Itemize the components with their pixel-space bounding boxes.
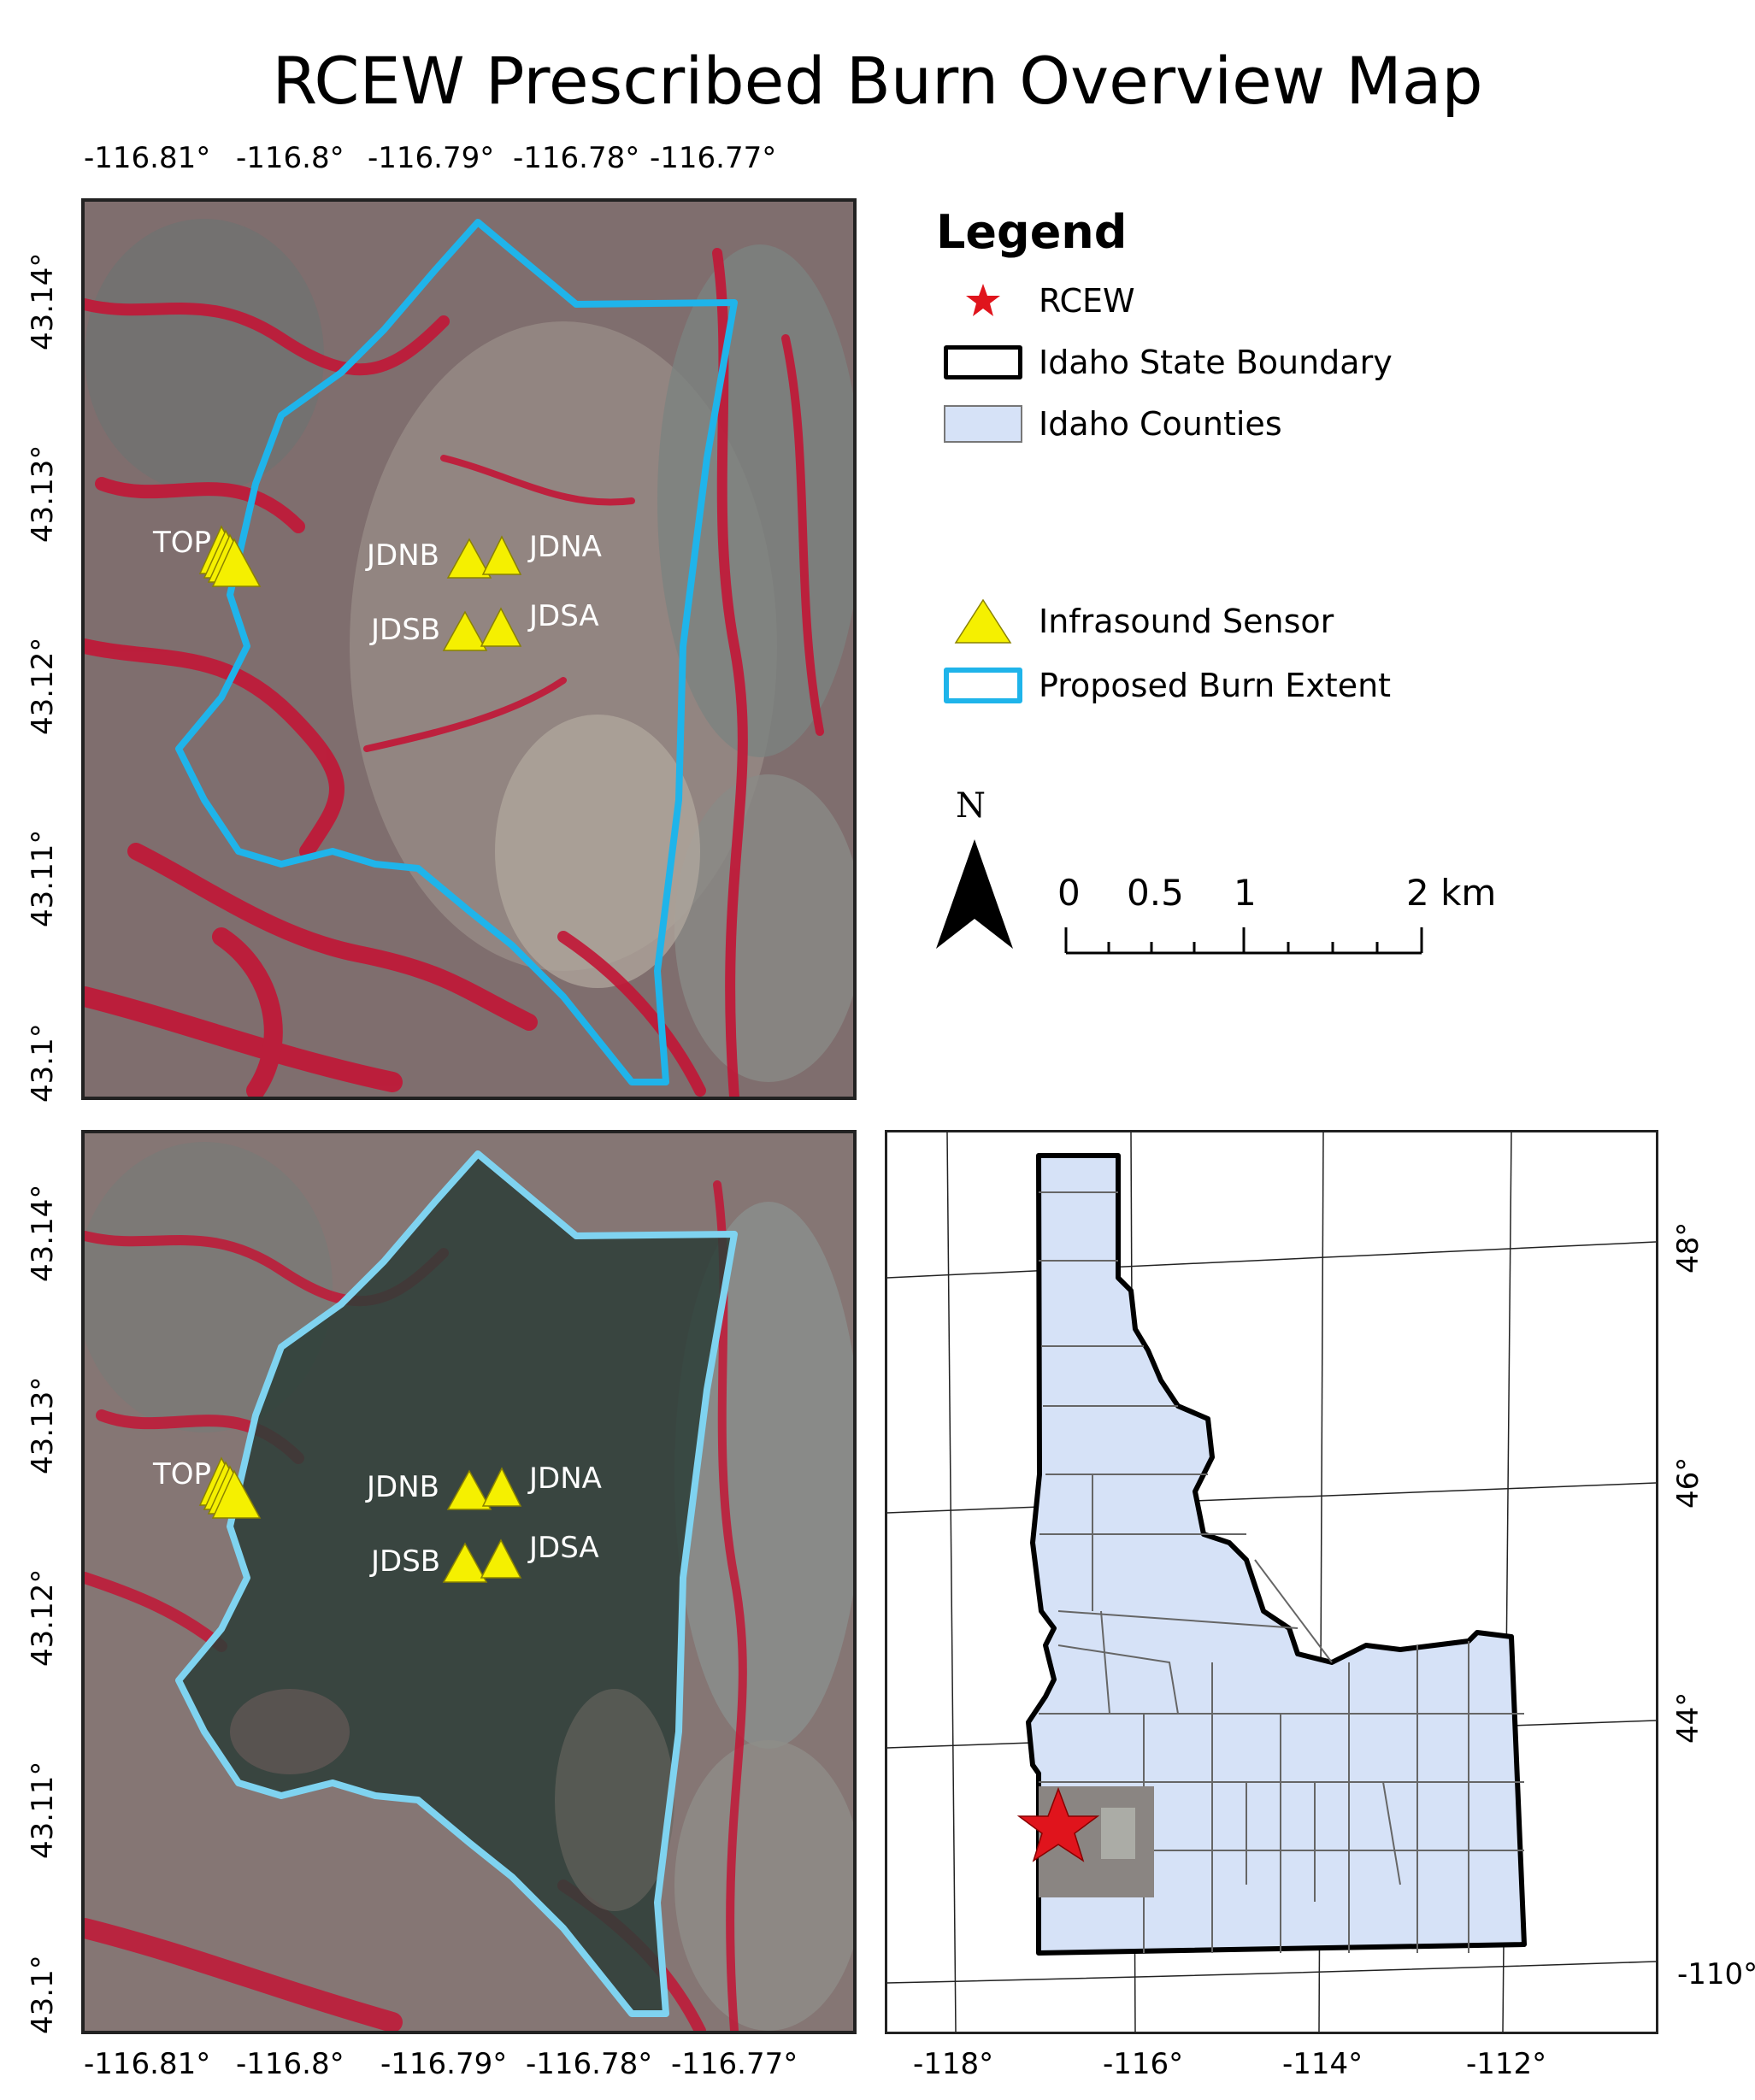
sensor-label-jdnb: JDNB [365,1470,439,1504]
red-star-icon [936,282,1030,320]
sensor-triangle [442,610,488,651]
legend-label: Idaho State Boundary [1039,344,1393,381]
yellow-triangle-icon [936,597,1030,645]
inset-y-tick-label: 44° [1671,1691,1705,1744]
bottom-map-panel[interactable]: TOP JDNB JDNA JDSB JDSA [81,1130,857,2034]
bottom-map-imagery: TOP JDNB JDNA JDSB JDSA [85,1133,853,2031]
sensor-label-jdsb: JDSB [369,1544,440,1579]
sensor-label-jdnb: JDNB [365,538,439,573]
map-title: RCEW Prescribed Burn Overview Map [272,43,1483,119]
idaho-state-boundary [1026,1153,1527,1956]
legend-title: Legend [936,205,1128,259]
sensor-label-jdsa: JDSA [527,599,599,633]
idaho-inset-drawing [887,1132,1656,2032]
bottom-x-tick-label: -116.78° [526,2047,653,2081]
sensor-triangle [480,607,522,647]
idaho-inset-map[interactable] [885,1130,1658,2034]
inset-x-tick-label: -114° [1282,2047,1363,2081]
top-y-tick-label: 43.12° [26,637,60,735]
sensor-label-top: TOP [152,1457,211,1491]
scale-label: 0 [1057,872,1081,914]
legend-label: Idaho Counties [1039,405,1282,443]
sensor-label-jdna: JDNA [527,1462,602,1496]
legend-label: RCEW [1039,282,1135,320]
legend-item-infrasound-sensor: Infrasound Sensor [936,596,1334,647]
scale-label: 2 km [1406,872,1497,914]
bottom-x-tick-label: -116.79° [380,2047,508,2081]
sensor-triangle [446,538,492,579]
bottom-y-tick-label: 43.14° [26,1184,60,1282]
bottom-x-tick-label: -116.77° [671,2047,798,2081]
scale-label: 0.5 [1127,872,1184,914]
inset-y-tick-label: 46° [1671,1456,1705,1509]
top-x-tick-label: -116.81° [84,141,211,175]
rcew-star-icon [1016,1786,1100,1862]
bottom-x-tick-label: -116.8° [236,2047,345,2081]
top-map-imagery: TOP JDNB JDNA JDSB JDSA [85,202,853,1097]
legend-label: Infrasound Sensor [1039,603,1334,640]
top-y-tick-label: 43.13° [26,444,60,543]
black-outline-box [936,345,1030,379]
inset-x-tick-label: -112° [1466,2047,1547,2081]
sensor-triangle [480,1538,522,1579]
inset-y-tick-label: -110° [1677,1957,1755,1991]
legend-item-rcew: RCEW [936,275,1135,326]
top-y-tick-label: 43.1° [26,1023,60,1103]
bottom-x-tick-label: -116.81° [84,2047,211,2081]
sensor-triangle [442,1542,488,1583]
inset-y-tick-label: 48° [1671,1221,1705,1274]
top-x-tick-label: -116.8° [236,141,345,175]
top-y-tick-label: 43.14° [26,252,60,350]
bottom-y-tick-label: 43.11° [26,1761,60,1859]
legend-item-state-boundary: Idaho State Boundary [936,337,1393,388]
legend-item-counties: Idaho Counties [936,398,1282,450]
legend-label: Proposed Burn Extent [1039,667,1392,704]
bottom-y-tick-label: 43.12° [26,1568,60,1667]
inset-x-tick-label: -118° [913,2047,994,2081]
blue-fill-box [936,405,1030,443]
top-x-tick-label: -116.78° [513,141,640,175]
inset-x-tick-label: -116° [1103,2047,1184,2081]
sensor-label-jdsb: JDSB [369,613,440,647]
sensor-triangle [481,535,522,575]
bottom-y-tick-label: 43.1° [26,1955,60,2034]
north-arrow-icon [936,839,1013,949]
sensor-label-top: TOP [152,526,211,560]
legend-item-burn-extent: Proposed Burn Extent [936,660,1391,711]
top-x-tick-label: -116.79° [368,141,495,175]
north-label: N [956,786,986,826]
burn-extent-outline [175,219,738,1085]
sensor-triangle [481,1467,522,1507]
bottom-y-tick-label: 43.13° [26,1376,60,1474]
top-x-tick-label: -116.77° [650,141,777,175]
top-y-tick-label: 43.11° [26,829,60,927]
cyan-outline-box [936,668,1030,703]
top-map-panel[interactable]: TOP JDNB JDNA JDSB JDSA [81,198,857,1100]
sensor-label-jdsa: JDSA [527,1531,599,1565]
sensor-triangle [446,1469,492,1510]
sensor-label-jdna: JDNA [527,530,602,564]
burn-extent-outline [175,1150,738,2017]
scale-label: 1 [1234,872,1257,914]
